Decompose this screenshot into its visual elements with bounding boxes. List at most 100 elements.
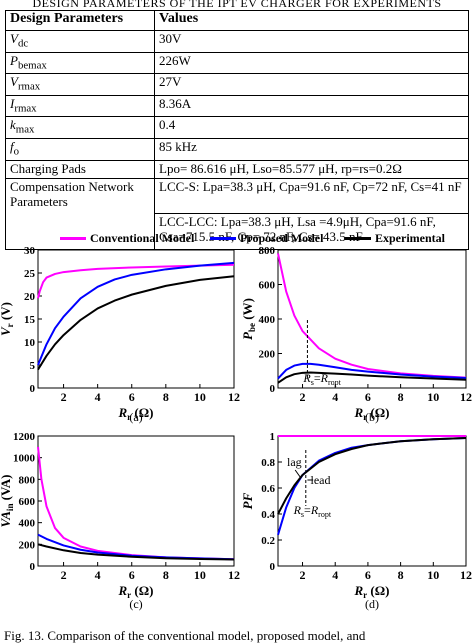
x-tick-label: 2: [61, 390, 67, 404]
value-cell-lcclcc: LCC-LCC: Lpa=38.3 μH, Lsa =4.9μH, Cpa=91…: [154, 213, 469, 250]
legend-label-proposed: Proposed Model: [240, 231, 324, 245]
annotation-ropt: Rs=Rropt: [302, 371, 341, 387]
table-header-row: Design Parameters Values: [5, 10, 469, 31]
legend-item-proposed: Proposed Model: [210, 231, 323, 246]
param-cell: Pbemax: [5, 51, 155, 75]
y-tick-label: 1200: [13, 431, 36, 443]
legend-swatch-proposed: [210, 237, 236, 240]
x-tick-label: 2: [61, 568, 67, 582]
x-tick-label: 10: [427, 568, 439, 582]
y-tick-label: 0.2: [261, 535, 275, 547]
panel-label: (b): [365, 410, 379, 424]
y-tick-label: 0.4: [261, 509, 275, 521]
x-tick-label: 10: [194, 568, 206, 582]
y-tick-label: 0.8: [261, 457, 275, 469]
y-tick-label: 400: [259, 314, 276, 326]
annotation-ropt: Rs=Rropt: [293, 503, 332, 519]
y-tick-label: 30: [24, 246, 36, 257]
y-tick-label: 5: [30, 360, 36, 372]
param-cell: fo: [5, 137, 155, 161]
x-axis-label: Rr (Ω): [354, 583, 390, 600]
value-cell: 27V: [154, 73, 469, 96]
y-axis-label: Pbe (W): [240, 298, 257, 340]
table-row: kmax 0.4: [5, 116, 469, 139]
x-tick-label: 6: [129, 390, 135, 404]
legend-label-experimental: Experimental: [375, 231, 445, 245]
value-cell: 85 kHz: [154, 137, 469, 161]
y-tick-label: 0: [270, 383, 276, 395]
plot-frame: [37, 249, 235, 389]
table-row: LCC-LCC: Lpa=38.3 μH, Lsa =4.9μH, Cpa=91…: [6, 213, 469, 250]
table-row: Vdc 30V: [5, 30, 469, 53]
table-row: fo 85 kHz: [5, 137, 469, 161]
annotation-lag: lag: [287, 455, 302, 469]
param-cell: Compensation Network Parameters: [5, 177, 155, 250]
value-cell: 226W: [154, 51, 469, 75]
table-row: Irmax 8.36A: [5, 94, 469, 118]
plot-frame: [277, 249, 467, 389]
design-parameters-table: Design Parameters Values Vdc 30V Pbemax …: [5, 10, 469, 250]
y-tick-label: 0: [30, 383, 36, 395]
table-row: Pbemax 226W: [5, 51, 469, 75]
y-tick-label: 200: [259, 349, 276, 361]
legend-label-conventional: Conventional Model: [90, 231, 195, 245]
table-row: Vrmax 27V: [5, 73, 469, 96]
x-tick-label: 8: [163, 568, 169, 582]
y-tick-label: 20: [24, 291, 36, 303]
param-cell: Vdc: [5, 30, 155, 53]
x-tick-label: 2: [300, 568, 306, 582]
series-line-conventional: [37, 263, 235, 299]
y-tick-label: 1: [270, 431, 276, 443]
y-tick-label: 200: [19, 539, 36, 551]
y-tick-label: 800: [19, 474, 36, 486]
value-cell-lccs: LCC-S: Lpa=38.3 μH, Cpa=91.6 nF, Cp=72 n…: [154, 177, 469, 215]
x-tick-label: 6: [365, 390, 371, 404]
x-tick-label: 2: [300, 390, 306, 404]
y-tick-label: 0: [30, 561, 36, 573]
series-line-experimental: [37, 275, 235, 371]
chart-legend: Conventional Model Proposed Model Experi…: [10, 231, 470, 247]
header-param: Design Parameters: [5, 10, 155, 31]
series-line-experimental: [277, 371, 467, 384]
series-line-experimental: [37, 543, 235, 561]
param-cell: Irmax: [5, 94, 155, 118]
x-tick-label: 4: [95, 568, 101, 582]
x-tick-label: 6: [129, 568, 135, 582]
x-tick-label: 8: [398, 390, 404, 404]
x-tick-label: 4: [332, 568, 338, 582]
x-tick-label: 4: [95, 390, 101, 404]
param-cell: Charging Pads: [5, 159, 155, 179]
value-cell: 30V: [154, 30, 469, 53]
y-tick-label: 0.6: [261, 483, 275, 495]
y-tick-label: 800: [259, 246, 276, 257]
table-row: Charging Pads Lpo= 86.616 μH, Lso=85.577…: [5, 159, 469, 179]
x-tick-label: 12: [460, 390, 472, 404]
value-cell: 0.4: [154, 116, 469, 139]
x-tick-label: 4: [332, 390, 338, 404]
param-cell: kmax: [5, 116, 155, 139]
y-tick-label: 10: [24, 337, 36, 349]
legend-swatch-experimental: [345, 237, 371, 240]
x-tick-label: 10: [194, 390, 206, 404]
panel-label: (c): [129, 597, 142, 611]
series-line-proposed: [37, 261, 235, 366]
panel-label: (d): [365, 597, 379, 611]
param-cell: Vrmax: [5, 73, 155, 96]
y-axis-label: Vr (V): [0, 302, 15, 336]
annotation-lead: lead: [311, 473, 331, 487]
series-line-conventional: [277, 253, 467, 379]
lag-arrow: [294, 469, 302, 479]
value-cell: Lpo= 86.616 μH, Lso=85.577 μH, rp=rs=0.2…: [154, 159, 469, 179]
legend-item-conventional: Conventional Model: [60, 231, 194, 246]
y-tick-label: 0: [270, 561, 276, 573]
header-value: Values: [154, 10, 469, 31]
x-tick-label: 12: [460, 568, 472, 582]
x-tick-label: 6: [365, 568, 371, 582]
plot-frame: [277, 435, 467, 567]
x-tick-label: 12: [228, 390, 240, 404]
panel-label: (a): [129, 410, 142, 424]
y-tick-label: 15: [24, 314, 36, 326]
x-axis-label: Rr (Ω): [118, 583, 154, 600]
legend-swatch-conventional: [60, 237, 86, 240]
y-tick-label: 1000: [13, 453, 36, 465]
